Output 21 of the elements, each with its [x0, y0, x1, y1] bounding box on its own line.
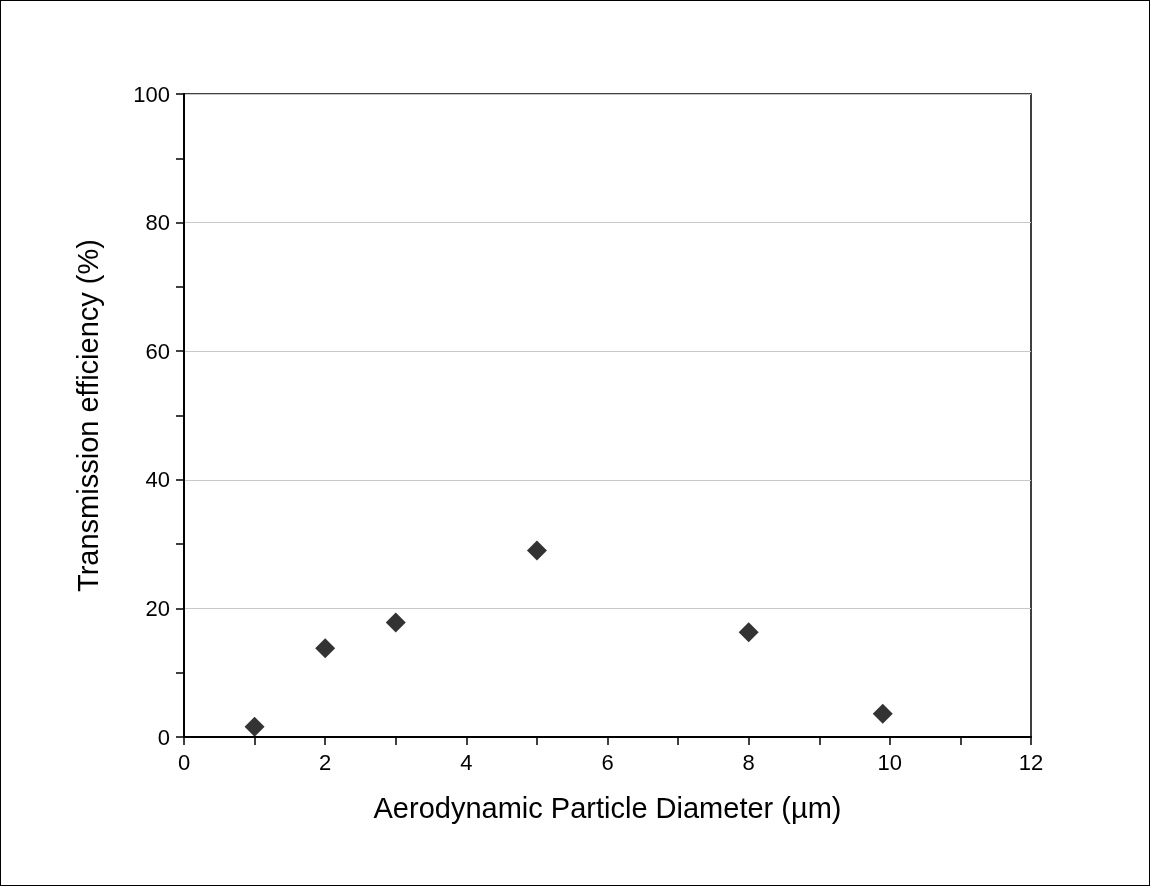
y-tick-label: 40 [145, 467, 170, 493]
point [315, 638, 336, 659]
y-tick-label: 20 [145, 595, 170, 621]
x-tick-label: 10 [877, 749, 903, 775]
point [244, 716, 265, 737]
x-tick-label: 6 [601, 749, 614, 775]
x-tick-label: 12 [1018, 749, 1044, 775]
x-tick-label: 8 [742, 749, 755, 775]
x-axis-title: Aerodynamic Particle Diameter (µm) [373, 791, 842, 824]
y-tick-label: 100 [133, 81, 170, 107]
x-tick-label: 4 [460, 749, 473, 775]
point [385, 612, 406, 633]
y-tick-label: 60 [145, 338, 170, 364]
y-tick-label: 80 [145, 210, 170, 236]
point [526, 540, 547, 561]
x-tick-label: 0 [177, 749, 191, 775]
y-tick-label: 0 [157, 724, 170, 750]
point [872, 703, 893, 724]
point [738, 622, 759, 643]
y-axis-title: Transmission efficiency (%) [71, 239, 104, 592]
x-tick-label: 2 [319, 749, 332, 775]
